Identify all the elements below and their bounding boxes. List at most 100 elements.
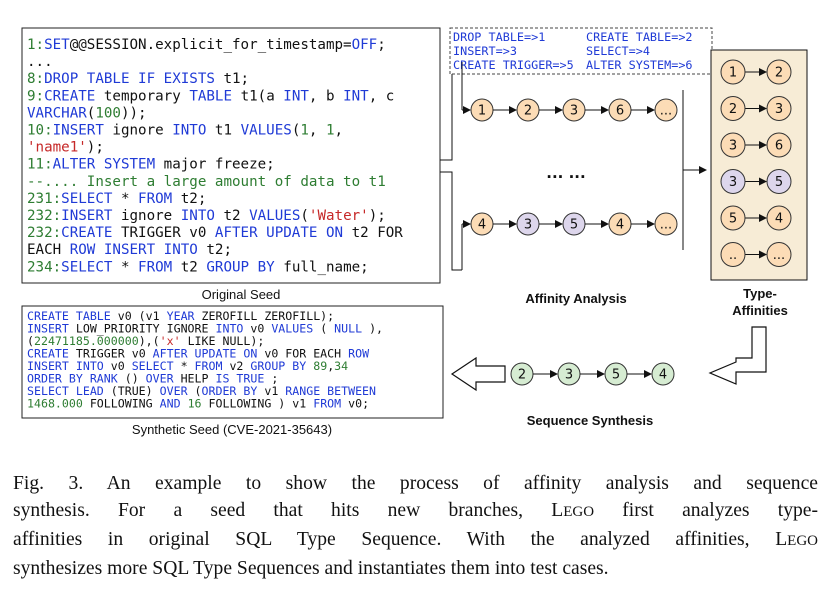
seq1-node-label-1: 1	[478, 104, 486, 119]
seq1-node-label-5: ...	[660, 104, 672, 119]
original-seed-line-8-seg-2: ALTER SYSTEM	[53, 157, 156, 173]
affinity-sequence-1: 1 2 3 6...	[461, 62, 678, 122]
type-affinities-panel	[710, 49, 808, 281]
original-seed-line-6-seg-7: (	[292, 123, 301, 139]
pair-3-label-1: 3	[729, 139, 737, 154]
synthesis-node-label-3: 5	[612, 368, 620, 383]
pair-5-label-1: 5	[729, 212, 737, 227]
hollow-bent-arrow	[708, 326, 767, 385]
synthetic-seed-code: CREATE TABLE v0 (v1 YEAR ZEROFILL ZEROFI…	[27, 309, 383, 411]
synthetic-seed-line-7-seg-4: (	[188, 384, 202, 398]
original-seed-line-6-seg-4: INTO	[172, 123, 206, 139]
original-seed-line-7-seg-1: 'name1'	[27, 140, 87, 156]
legend-item-3: INSERT=>3	[453, 44, 517, 58]
original-seed-line-1-seg-4: OFF	[352, 37, 378, 53]
synthesis-node-label-4: 4	[659, 368, 667, 383]
synthetic-seed-line-3-seg-4: 'x'	[160, 334, 181, 348]
synthetic-seed-line-3-seg-2: 22471185.000000	[34, 334, 139, 348]
synthetic-seed-line-2-seg-4: v0	[243, 322, 271, 336]
synthesis-node-label-1: 2	[518, 368, 526, 383]
original-seed-line-4-seg-2: CREATE	[44, 88, 95, 104]
original-seed-line-11-seg-7: (	[300, 208, 309, 224]
original-seed-line-2-seg-1: ...	[27, 54, 53, 70]
synthetic-seed-line-3-seg-1: (	[27, 334, 34, 348]
original-seed-line-5-seg-2: (	[87, 105, 96, 121]
synthetic-seed-line-5-seg-6: v2	[222, 359, 250, 373]
original-seed-line-10-seg-3: *	[112, 191, 138, 207]
original-seed-line-12-seg-5: t2 FOR	[343, 225, 403, 241]
original-seed-line-13-seg-3: t2;	[198, 242, 232, 258]
pair-2-label-2: 3	[775, 102, 783, 117]
synthetic-seed-line-5-seg-8	[306, 359, 313, 373]
synthetic-seed-line-7-seg-5: ORDER BY	[202, 384, 258, 398]
synthetic-seed-line-1-seg-2: v0 (v1	[111, 309, 167, 323]
pair-1-label-2: 2	[775, 66, 783, 81]
original-seed-line-13-seg-1: EACH	[27, 242, 70, 258]
type-affinity-pairs: 1 2 2 3 3 6 3 5 5 4.....	[720, 59, 792, 267]
original-seed-line-11-seg-1: 232:	[27, 208, 61, 224]
legend-item-4: SELECT=>4	[586, 44, 650, 58]
synthetic-seed-line-4-seg-5: ROW	[348, 347, 369, 361]
original-seed-line-14-seg-5: t2	[172, 259, 206, 275]
pair-3-node-1	[720, 132, 746, 158]
synthetic-seed-line-8-seg-7: FROM	[313, 397, 341, 411]
affinity-sequence-2: 4 3 5 4...	[461, 212, 678, 270]
synthetic-seed-line-8-seg-4	[181, 397, 188, 411]
original-seed-line-4-seg-3: temporary	[95, 88, 189, 104]
synthetic-seed-line-7-seg-7: RANGE BETWEEN	[285, 384, 376, 398]
original-seed-line-9-seg-1: --.... Insert a large amount of data to …	[27, 174, 386, 190]
synthetic-seed-line-2-seg-6: (	[313, 322, 334, 336]
seq2-node-label-4: 4	[616, 218, 624, 233]
synthetic-seed-line-7-seg-2: (TRUE)	[104, 384, 160, 398]
original-seed-line-5-seg-4: ));	[121, 105, 147, 121]
synthetic-seed-line-5-seg-7: GROUP BY	[250, 359, 306, 373]
original-seed-line-11-seg-9: );	[369, 208, 386, 224]
caption-line-2: synthesis. For a seed that hits new bran…	[13, 500, 819, 521]
synthetic-seed-line-6-seg-4: HELP	[174, 372, 216, 386]
seq2-node-label-3: 5	[570, 218, 578, 233]
synthetic-seed-line-5-seg-1: INSERT INTO	[27, 359, 104, 373]
original-seed-line-7-seg-2: );	[87, 140, 104, 156]
caption-line-3: affinities in original SQL Type Sequence…	[13, 529, 818, 550]
legend-item-5: CREATE TRIGGER=>5	[453, 58, 574, 72]
original-seed-line-14-seg-6: GROUP BY	[206, 259, 275, 275]
original-seed-line-14-seg-3: *	[112, 259, 138, 275]
pair-1-node-1	[720, 59, 746, 85]
original-seed-line-10-seg-2: SELECT	[61, 191, 113, 207]
original-seed-line-11-seg-5: t2	[215, 208, 249, 224]
synthetic-seed-line-7-seg-3: OVER	[160, 384, 188, 398]
synthetic-seed-line-6-seg-2: ()	[118, 372, 146, 386]
seq1-node-label-2: 2	[524, 104, 532, 119]
original-seed-line-1-seg-2: SET	[44, 37, 70, 53]
synthetic-seed-box	[21, 305, 444, 419]
synthetic-seed-line-1-seg-3: YEAR	[167, 309, 195, 323]
type-legend: DROP TABLE=>1 CREATE TABLE=>2 INSERT=>3 SEL…	[453, 30, 693, 72]
type-affinities-label-1: Type-	[743, 286, 777, 301]
affinity-diagram: 1:SET@@SESSION.explicit_for_timestamp=OF…	[21, 27, 808, 437]
synthetic-seed-line-5-seg-11: 34	[334, 359, 348, 373]
original-seed-label: Original Seed	[202, 287, 281, 302]
synthetic-seed-line-8-seg-2: FOLLOWING	[83, 397, 160, 411]
original-seed-line-11-seg-3: ignore	[112, 208, 180, 224]
original-seed-line-4-seg-6: INT	[283, 88, 309, 104]
original-seed-box	[21, 27, 441, 284]
synthetic-seed-line-4-seg-1: CREATE	[27, 347, 69, 361]
synthetic-seed-line-6-seg-6: ;	[264, 372, 278, 386]
synthesis-node-label-2: 3	[565, 368, 573, 383]
affinity-analysis-label: Affinity Analysis	[525, 291, 626, 306]
synthetic-seed-line-5-seg-10: ,	[327, 359, 334, 373]
pair-6-node-1	[720, 242, 746, 267]
legend-item-6: ALTER SYSTEM=>6	[586, 58, 693, 72]
synthetic-seed-line-2-seg-5: VALUES	[271, 322, 313, 336]
original-seed-line-4-seg-4: TABLE	[189, 88, 232, 104]
synthetic-seed-line-8-seg-1: 1468.000	[27, 397, 83, 411]
pair-4-node-1	[720, 169, 746, 194]
type-affinities-label-2: Affinities	[732, 303, 788, 318]
seq2-node-label-1: 4	[478, 218, 486, 233]
caption-line-4: synthesizes more SQL Type Sequences and …	[13, 558, 609, 579]
legend-item-2: CREATE TABLE=>2	[586, 30, 693, 44]
pair-2-node-1	[720, 96, 746, 121]
hollow-left-arrow	[450, 356, 506, 392]
pair-6-label-1: ..	[729, 248, 737, 263]
synthetic-seed-line-1-seg-1: CREATE TABLE	[27, 309, 111, 323]
